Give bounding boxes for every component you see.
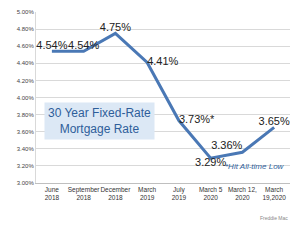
svg-text:March 52020: March 52020 xyxy=(199,186,223,201)
svg-text:March19,2020: March19,2020 xyxy=(262,186,286,201)
svg-text:3.80%: 3.80% xyxy=(17,112,35,118)
svg-text:4.60%: 4.60% xyxy=(17,43,35,49)
svg-text:3.60%: 3.60% xyxy=(17,129,35,135)
svg-text:*Hit All-time Low: *Hit All-time Low xyxy=(225,162,285,171)
svg-text:4.20%: 4.20% xyxy=(17,78,35,84)
svg-text:3.20%: 3.20% xyxy=(17,163,35,169)
svg-text:June2018: June2018 xyxy=(45,186,60,201)
svg-text:September2018: September2018 xyxy=(68,186,101,201)
svg-text:4.41%: 4.41% xyxy=(147,55,178,67)
svg-text:March2019: March2019 xyxy=(138,186,156,201)
svg-text:3.73%*: 3.73%* xyxy=(179,113,215,125)
svg-text:4.80%: 4.80% xyxy=(17,26,35,32)
svg-text:July2019: July2019 xyxy=(172,186,187,201)
svg-text:3.36%: 3.36% xyxy=(211,139,242,151)
svg-text:4.75%: 4.75% xyxy=(100,21,131,33)
svg-text:4.54%: 4.54% xyxy=(36,39,67,51)
svg-text:3.00%: 3.00% xyxy=(17,180,35,186)
svg-text:March 12,2020: March 12,2020 xyxy=(228,186,257,201)
svg-text:4.40%: 4.40% xyxy=(17,60,35,66)
svg-text:3.65%: 3.65% xyxy=(259,115,290,127)
svg-text:3.40%: 3.40% xyxy=(17,146,35,152)
svg-text:Freddie Mac: Freddie Mac xyxy=(260,215,288,221)
svg-text:December2018: December2018 xyxy=(100,186,131,201)
svg-text:30 Year Fixed-RateMortgage Rat: 30 Year Fixed-RateMortgage Rate xyxy=(48,106,151,136)
svg-text:4.00%: 4.00% xyxy=(17,95,35,101)
svg-text:3.29%: 3.29% xyxy=(195,156,226,168)
svg-text:4.54%: 4.54% xyxy=(68,39,99,51)
svg-text:5.00%: 5.00% xyxy=(17,9,35,15)
